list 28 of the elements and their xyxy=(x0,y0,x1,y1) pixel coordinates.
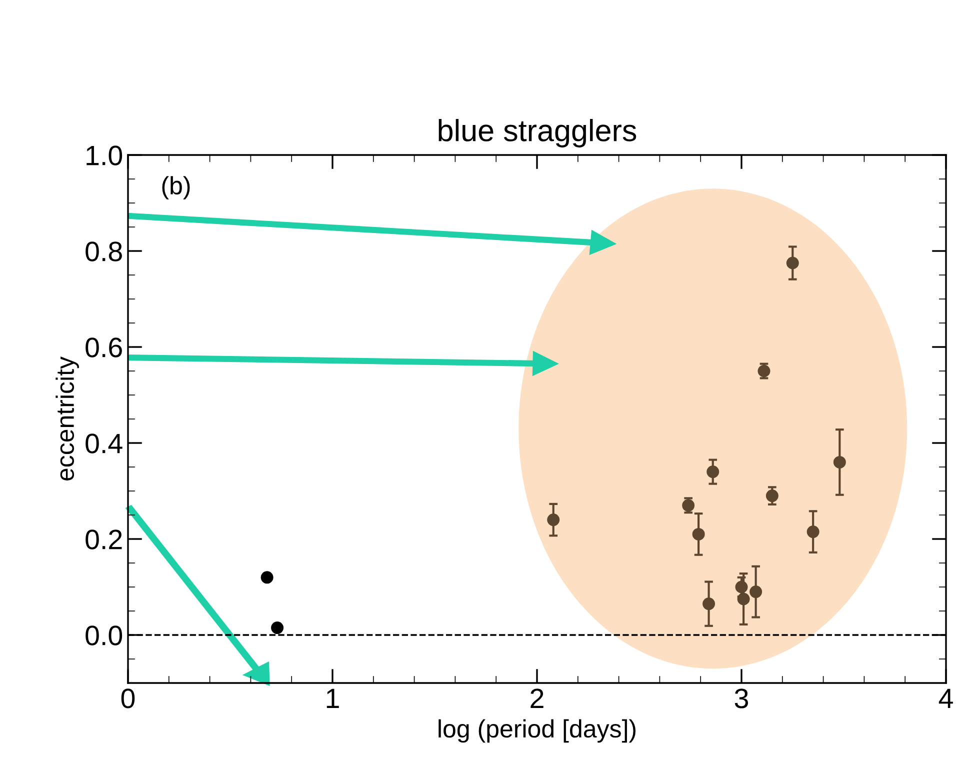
y-tick-label: 1.0 xyxy=(86,146,122,166)
point xyxy=(271,622,284,634)
y-axis-title: eccentricity xyxy=(56,356,79,480)
y-tick-label: 0.8 xyxy=(86,242,122,262)
x-tick-label: 1 xyxy=(326,688,339,708)
y-tick-label: 0.0 xyxy=(86,626,122,646)
point xyxy=(766,490,778,502)
point xyxy=(692,528,705,540)
point xyxy=(702,598,716,610)
point xyxy=(547,514,560,526)
y-tick-label: 0.6 xyxy=(86,338,122,358)
point xyxy=(833,456,846,468)
point xyxy=(737,592,750,606)
y-tick-label: 0.2 xyxy=(86,530,122,550)
point xyxy=(706,466,720,478)
point xyxy=(750,586,762,598)
point xyxy=(786,256,799,270)
y-tick-label: 0.4 xyxy=(86,434,122,454)
point xyxy=(260,571,274,584)
point xyxy=(806,526,820,538)
annotation: (b) xyxy=(162,176,190,200)
x-tick-label: 3 xyxy=(734,688,748,708)
x-tick-label: 0 xyxy=(121,688,135,708)
x-tick-label: 2 xyxy=(530,688,544,708)
chart-title: blue stragglers xyxy=(438,118,636,148)
point xyxy=(735,580,748,594)
x-tick-label: 4 xyxy=(938,688,953,708)
x-axis-title: log (period [days]) xyxy=(438,719,636,743)
